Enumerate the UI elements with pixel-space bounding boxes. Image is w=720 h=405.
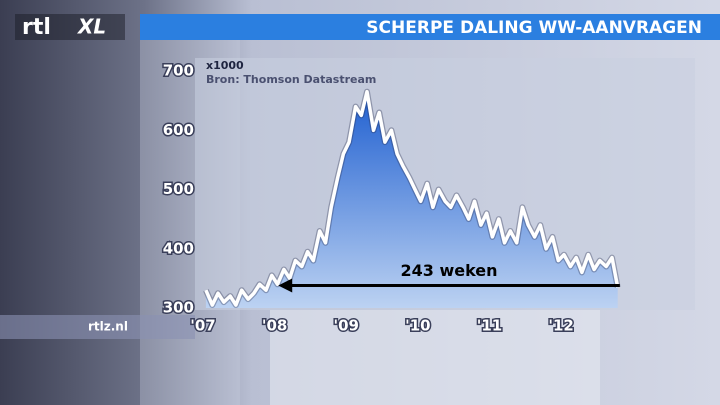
logo-box [15,14,125,40]
logo: XL [76,15,106,39]
chart-title: SCHERPE DALING WW-AANVRAGEN [366,18,702,38]
y-tick-label: 700 [163,62,194,80]
y-tick-label: 300 [163,299,194,317]
arrow-head [278,278,293,293]
line [204,89,620,307]
y-tick-label: 500 [163,180,194,198]
y-tick-label: 600 [163,121,194,139]
title-bar [140,14,720,40]
photo-panel [270,310,600,405]
x-tick-label: '10 [405,317,430,335]
source-label: Bron: Thomson Datastream [206,73,376,86]
x-tick-label: '08 [262,317,287,335]
y-tick-label: 400 [163,239,194,257]
x-tick-label: '12 [548,317,573,335]
unit-label: x1000 [206,59,244,72]
x-tick-label: '11 [477,317,502,335]
site-label: rtlz.nl [88,320,128,334]
logo: rtl [22,15,51,40]
annotation: 243 weken [400,261,497,280]
x-tick-label: '07 [190,317,215,335]
x-tick-label: '09 [334,317,359,335]
site-band [0,315,195,339]
